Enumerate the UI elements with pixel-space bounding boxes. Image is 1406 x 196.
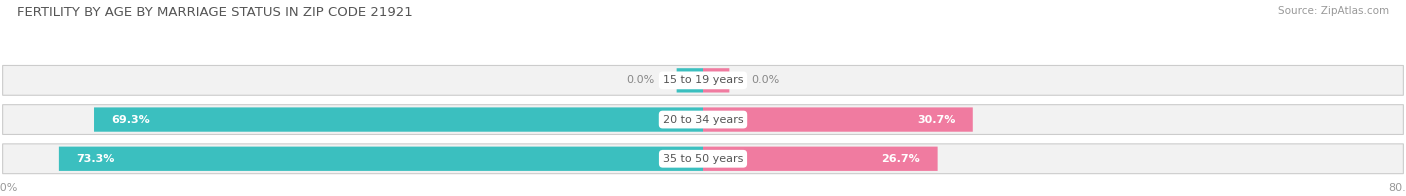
Text: 73.3%: 73.3%: [76, 154, 115, 164]
FancyBboxPatch shape: [3, 105, 1403, 134]
Text: 69.3%: 69.3%: [111, 114, 150, 125]
Text: 0.0%: 0.0%: [627, 75, 655, 85]
FancyBboxPatch shape: [703, 107, 973, 132]
FancyBboxPatch shape: [59, 147, 703, 171]
Text: 0.0%: 0.0%: [751, 75, 779, 85]
FancyBboxPatch shape: [676, 68, 703, 93]
Text: 30.7%: 30.7%: [917, 114, 955, 125]
Text: 20 to 34 years: 20 to 34 years: [662, 114, 744, 125]
Text: Source: ZipAtlas.com: Source: ZipAtlas.com: [1278, 6, 1389, 16]
FancyBboxPatch shape: [703, 147, 938, 171]
Text: FERTILITY BY AGE BY MARRIAGE STATUS IN ZIP CODE 21921: FERTILITY BY AGE BY MARRIAGE STATUS IN Z…: [17, 6, 412, 19]
Text: 15 to 19 years: 15 to 19 years: [662, 75, 744, 85]
FancyBboxPatch shape: [703, 68, 730, 93]
Text: 26.7%: 26.7%: [882, 154, 920, 164]
FancyBboxPatch shape: [3, 144, 1403, 174]
Text: 35 to 50 years: 35 to 50 years: [662, 154, 744, 164]
FancyBboxPatch shape: [94, 107, 703, 132]
FancyBboxPatch shape: [3, 65, 1403, 95]
